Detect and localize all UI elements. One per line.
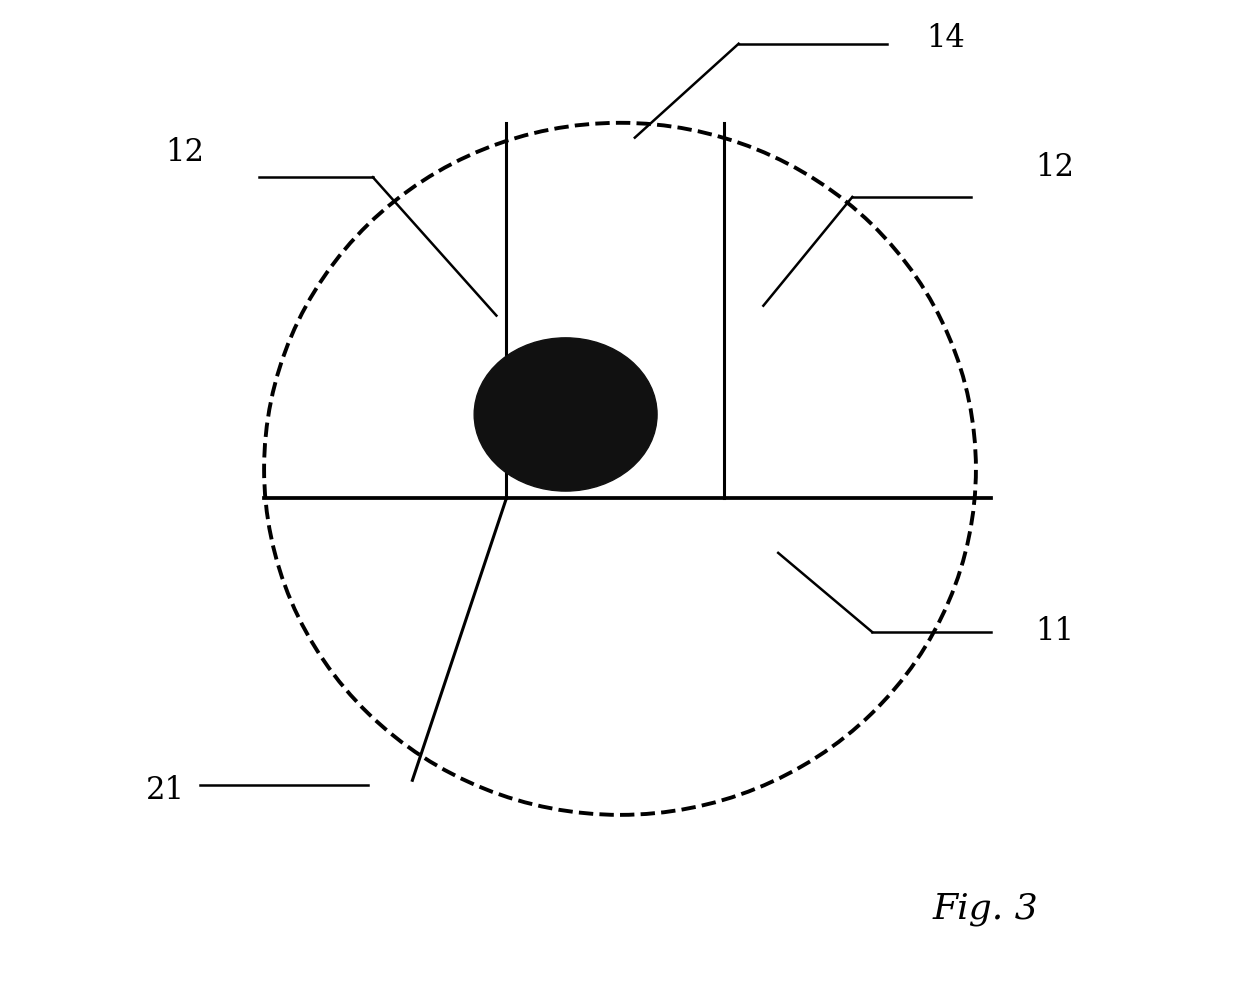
Text: 12: 12 (165, 137, 205, 167)
Ellipse shape (474, 338, 657, 492)
Text: 21: 21 (145, 775, 185, 806)
Text: 14: 14 (926, 23, 965, 54)
Text: 11: 11 (1035, 616, 1074, 647)
Text: 12: 12 (1035, 152, 1074, 182)
Text: Fig. 3: Fig. 3 (932, 891, 1039, 926)
